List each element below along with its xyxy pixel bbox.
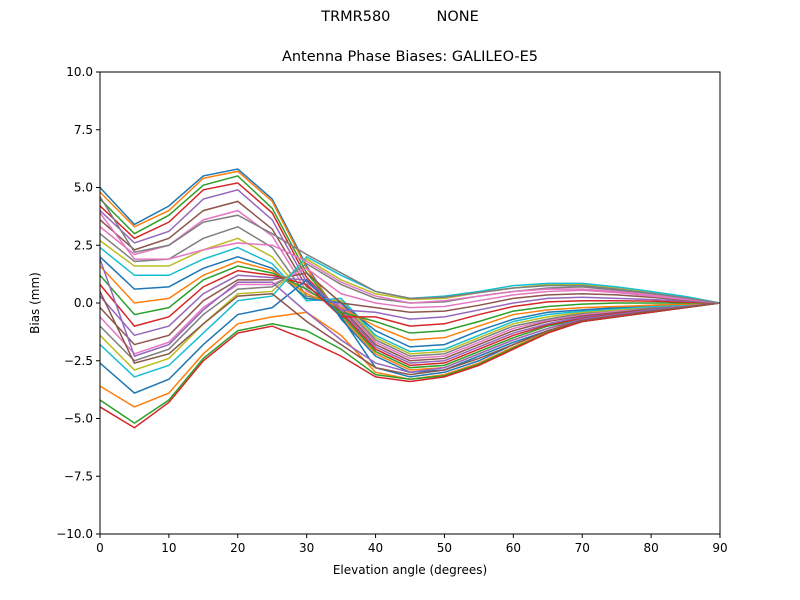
x-tick-label: 40 <box>368 541 383 555</box>
x-tick-label: 60 <box>506 541 521 555</box>
series-line <box>99 269 721 327</box>
y-tick-label: 2.5 <box>74 238 93 252</box>
chart-title: Antenna Phase Biases: GALILEO-E5 <box>281 49 539 65</box>
x-tick-label: 50 <box>437 541 452 555</box>
x-tick-label: 20 <box>230 541 245 555</box>
series-line <box>99 302 721 429</box>
x-tick-label: 30 <box>299 541 314 555</box>
series-line <box>99 272 721 346</box>
y-axis: 10.0 7.5 5.0 2.5 0.0 −2.5 −5.0 −7.5 −10.0 <box>56 65 100 541</box>
y-tick-label: −10.0 <box>56 527 93 541</box>
series-line <box>99 182 721 367</box>
series-line <box>99 196 721 304</box>
series-line <box>99 267 721 355</box>
y-tick-label: −2.5 <box>64 354 93 368</box>
series-line <box>99 278 721 394</box>
y-tick-label: 7.5 <box>74 123 93 137</box>
x-tick-label: 0 <box>96 541 104 555</box>
series-line <box>99 209 721 360</box>
series-line <box>99 258 721 374</box>
series-line <box>99 265 720 334</box>
series-line <box>99 188 721 364</box>
y-tick-label: −5.0 <box>64 412 93 426</box>
series-line <box>99 200 721 362</box>
x-axis: 0 10 20 30 40 50 60 70 80 90 <box>96 534 728 555</box>
series-line <box>99 260 721 341</box>
series-line <box>99 291 721 376</box>
y-tick-label: 0.0 <box>74 296 93 310</box>
x-tick-label: 10 <box>161 541 176 555</box>
series-line <box>99 246 721 353</box>
y-tick-label: 10.0 <box>66 65 93 79</box>
y-axis-label: Bias (mm) <box>28 272 42 334</box>
y-tick-label: 5.0 <box>74 181 93 195</box>
x-axis-label: Elevation angle (degrees) <box>333 563 487 577</box>
figure-suptitle: TRMR580 NONE <box>321 9 479 25</box>
series-line <box>99 212 721 304</box>
series-lines <box>99 168 721 429</box>
series-line <box>99 274 721 337</box>
x-tick-label: 90 <box>712 541 727 555</box>
x-tick-label: 70 <box>575 541 590 555</box>
series-line <box>99 256 721 348</box>
y-tick-label: −7.5 <box>64 469 93 483</box>
x-tick-label: 80 <box>643 541 658 555</box>
series-line <box>99 175 721 369</box>
